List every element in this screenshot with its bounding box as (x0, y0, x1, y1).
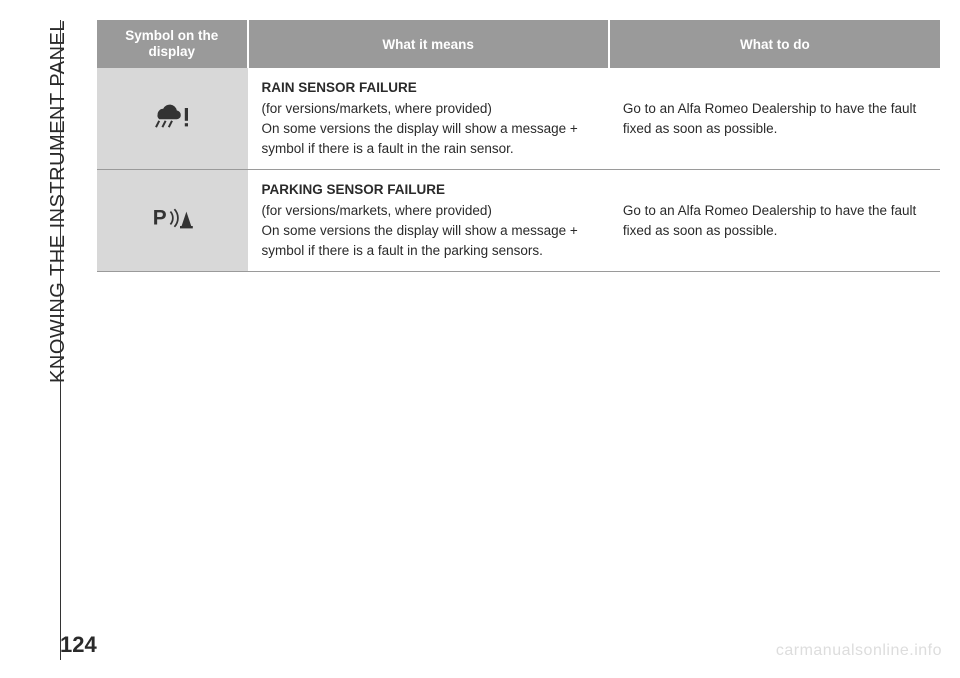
row-subtitle: (for versions/markets, where provided) (262, 203, 492, 218)
table-row: RAIN SENSOR FAILURE (for versions/market… (97, 68, 940, 170)
row-body: On some versions the display will show a… (262, 121, 578, 156)
meaning-cell: RAIN SENSOR FAILURE (for versions/market… (248, 68, 609, 170)
parking-sensor-icon: P (148, 221, 196, 236)
col-header-meaning: What it means (248, 20, 609, 68)
col-header-symbol: Symbol on the display (97, 20, 248, 68)
meaning-cell: PARKING SENSOR FAILURE (for versions/mar… (248, 170, 609, 272)
rain-sensor-icon (148, 119, 196, 134)
page-content: Symbol on the display What it means What… (60, 20, 940, 660)
action-cell: Go to an Alfa Romeo Dealership to have t… (609, 170, 940, 272)
row-title: PARKING SENSOR FAILURE (262, 182, 446, 197)
row-subtitle: (for versions/markets, where provided) (262, 101, 492, 116)
symbol-cell: P (97, 170, 248, 272)
symbol-cell (97, 68, 248, 170)
col-header-action: What to do (609, 20, 940, 68)
table-row: P PARKING SENSOR FAILURE (for versions/m… (97, 170, 940, 272)
watermark: carmanualsonline.info (776, 642, 942, 660)
table-header-row: Symbol on the display What it means What… (97, 20, 940, 68)
page-number: 124 (60, 632, 97, 658)
row-title: RAIN SENSOR FAILURE (262, 80, 417, 95)
svg-text:P: P (153, 206, 167, 229)
row-body: On some versions the display will show a… (262, 223, 578, 258)
symbols-table: Symbol on the display What it means What… (97, 20, 940, 272)
action-cell: Go to an Alfa Romeo Dealership to have t… (609, 68, 940, 170)
